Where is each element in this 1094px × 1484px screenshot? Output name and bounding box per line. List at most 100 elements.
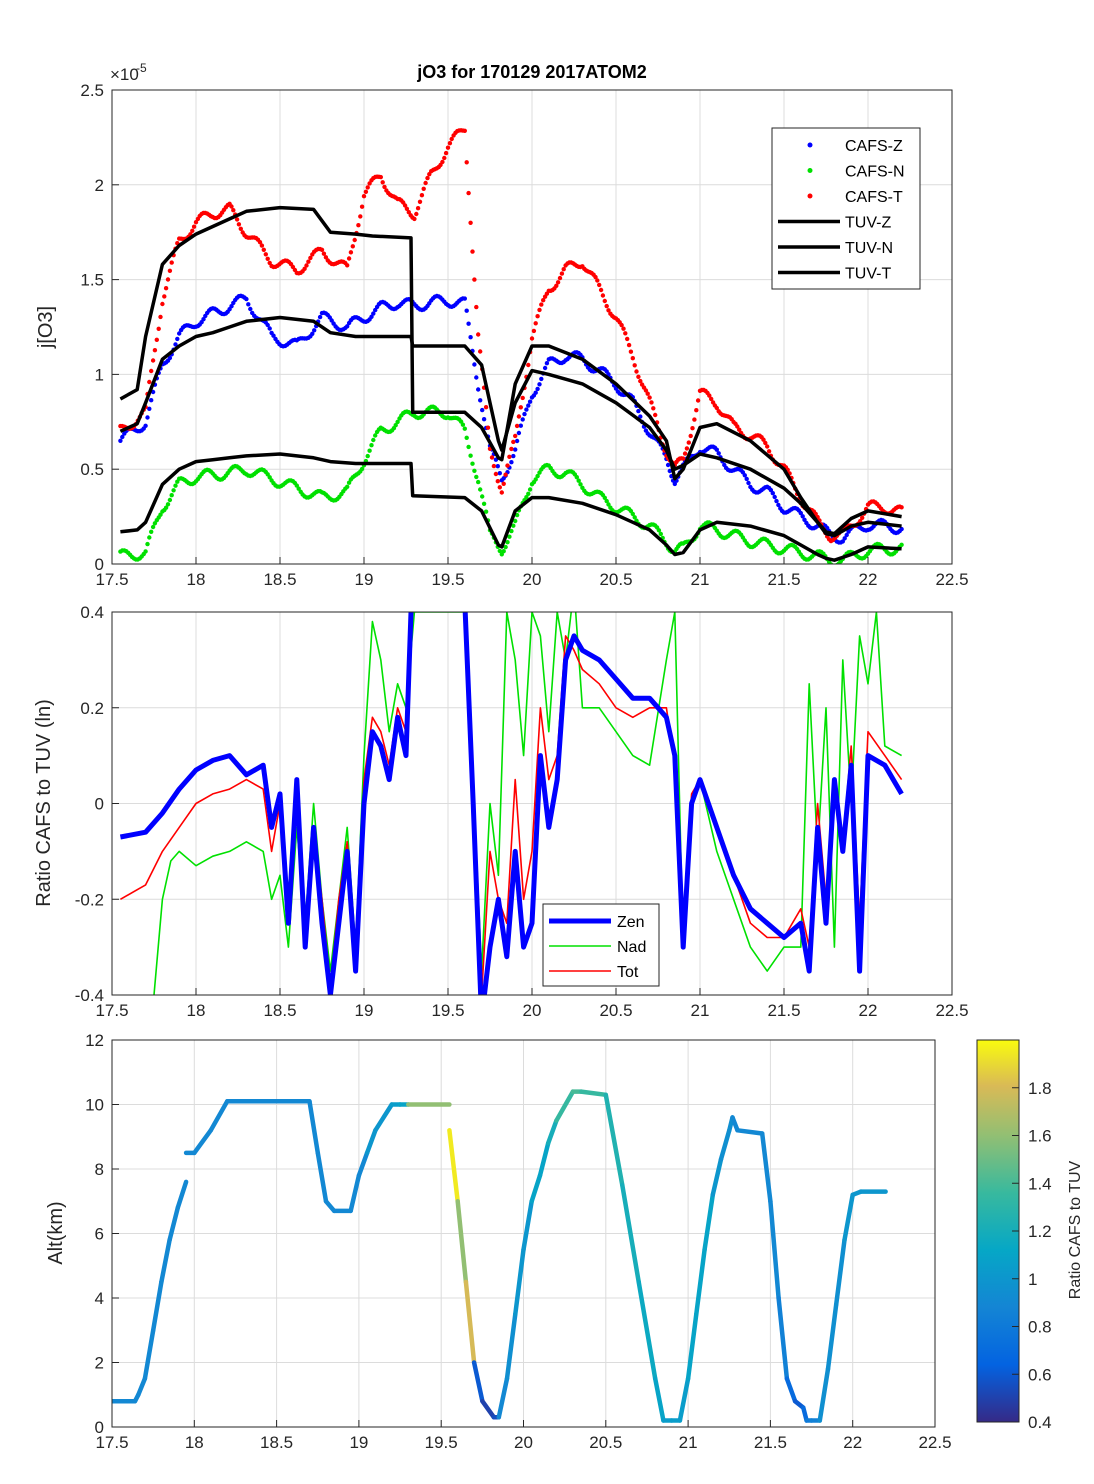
y-tick-label: 2: [95, 176, 104, 195]
series-line-nad: [153, 612, 902, 995]
data-point: [514, 512, 520, 518]
y-tick-label: 2.5: [80, 81, 104, 100]
series-line-tuv-t: [119, 205, 902, 536]
data-point: [476, 479, 481, 485]
data-point: [261, 247, 266, 252]
data-point: [645, 391, 650, 396]
data-point: [742, 473, 747, 478]
data-point: [574, 475, 579, 480]
colorbar-tick-label: 1.8: [1028, 1079, 1052, 1098]
data-point: [358, 214, 363, 219]
track-segment: [356, 1150, 370, 1178]
colorbar-tick-label: 1.6: [1028, 1127, 1052, 1146]
x-tick-label: 17.5: [95, 1001, 128, 1020]
data-point: [483, 405, 489, 410]
data-point: [265, 322, 270, 328]
data-point: [440, 159, 445, 165]
data-point: [509, 528, 514, 534]
data-point: [466, 321, 471, 326]
data-point: [576, 478, 581, 483]
data-point: [503, 472, 508, 477]
legend-box: [771, 127, 921, 290]
track-segment: [364, 1128, 378, 1156]
data-point: [162, 294, 167, 299]
track-segment: [652, 1376, 666, 1423]
series-cafs-n: [118, 404, 904, 564]
data-point: [359, 466, 365, 472]
data-point: [363, 189, 369, 194]
data-point: [460, 422, 466, 427]
y-tick-label: 8: [95, 1160, 104, 1179]
data-point: [634, 369, 639, 374]
panel-2-legend: Zen Nad Tot: [542, 903, 660, 987]
y-tick-label: -0.2: [75, 890, 104, 909]
y-tick-label: 2: [95, 1354, 104, 1373]
track-segment: [702, 1192, 716, 1252]
series-line-zen: [119, 612, 904, 995]
track-segment: [554, 1089, 576, 1123]
colorbar-tick-label: 0.6: [1028, 1365, 1052, 1384]
data-point: [501, 549, 506, 554]
legend-label: TUV-Z: [845, 215, 891, 232]
data-point: [165, 502, 171, 507]
data-point: [628, 349, 634, 354]
data-point: [606, 308, 611, 313]
data-point: [481, 501, 487, 506]
data-point: [509, 460, 514, 465]
y-tick-label: 4: [95, 1289, 104, 1308]
data-point: [118, 438, 123, 443]
y-tick-label: 1.5: [80, 271, 104, 290]
data-point: [524, 407, 529, 412]
x-tick-label: 19: [349, 1433, 368, 1452]
x-tick-label: 17.5: [95, 1433, 128, 1452]
data-point: [520, 417, 525, 422]
data-point: [345, 263, 350, 268]
data-point: [191, 224, 197, 229]
colorbar-tick-label: 1: [1028, 1270, 1037, 1289]
track-segment: [373, 1102, 395, 1133]
data-point: [694, 408, 699, 413]
data-point: [474, 375, 479, 380]
data-point: [513, 447, 518, 452]
data-point: [395, 419, 400, 425]
data-point: [173, 483, 178, 488]
data-point: [561, 267, 566, 272]
data-point: [520, 395, 525, 401]
data-point: [466, 444, 471, 450]
data-point: [348, 250, 354, 255]
data-point: [483, 509, 489, 514]
data-point: [529, 336, 535, 341]
data-point: [495, 464, 500, 469]
data-point: [511, 523, 516, 528]
data-point: [518, 405, 523, 410]
data-point: [513, 433, 518, 439]
data-point: [557, 275, 563, 281]
x-tick-label: 20.5: [589, 1433, 622, 1452]
data-point: [229, 304, 234, 309]
x-tick-label: 18.5: [263, 1001, 296, 1020]
data-point: [319, 247, 325, 252]
track-segment: [521, 1199, 534, 1252]
x-tick-label: 18: [185, 1433, 204, 1452]
data-point: [175, 336, 180, 342]
x-tick-label: 20: [523, 570, 542, 589]
track-segment: [208, 1099, 230, 1133]
data-point: [365, 453, 370, 459]
data-point: [464, 308, 469, 313]
track-segment: [315, 1150, 329, 1204]
data-point: [513, 518, 518, 524]
track-segment: [142, 1328, 156, 1381]
data-point: [526, 362, 531, 368]
track-segment: [842, 1192, 855, 1243]
data-point: [537, 307, 542, 313]
data-point: [149, 529, 154, 534]
data-point: [746, 480, 751, 486]
x-tick-label: 19.5: [431, 1001, 464, 1020]
data-point: [145, 541, 150, 547]
data-point: [690, 426, 695, 431]
data-point: [145, 415, 150, 420]
data-point: [485, 425, 491, 430]
data-point: [682, 451, 688, 456]
data-point: [656, 528, 662, 533]
